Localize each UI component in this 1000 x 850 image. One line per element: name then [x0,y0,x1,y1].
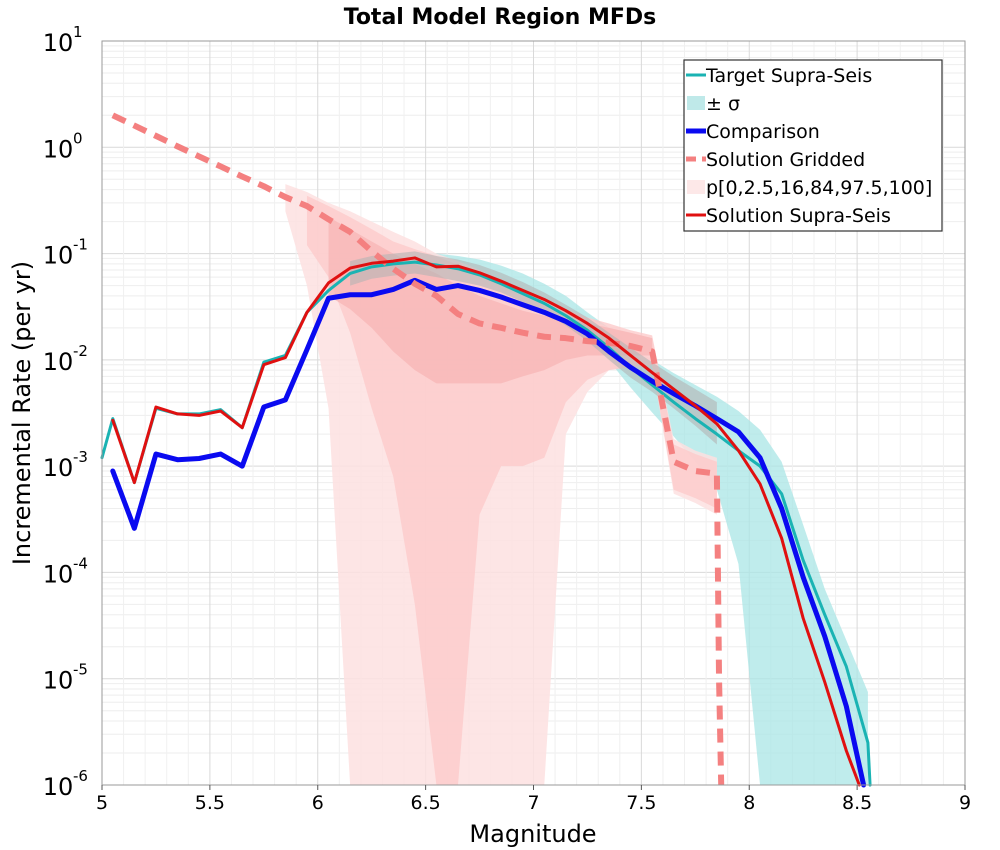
x-tick-label: 8.5 [842,792,872,814]
y-tick-label: 10 [43,773,74,801]
band-comparison_gray [350,251,717,445]
legend-label: ± σ [706,93,740,115]
y-tick-exponent: 1 [73,23,83,41]
x-tick-label: 7.5 [626,792,656,814]
x-tick-label: 8 [743,792,755,814]
x-tick-label: 5.5 [195,792,225,814]
chart-title: Total Model Region MFDs [344,5,657,30]
legend-label: Solution Gridded [706,149,865,171]
x-tick-label: 6 [312,792,324,814]
series-lines [100,112,872,788]
y-tick-label: 10 [43,135,74,163]
y-tick-exponent: -3 [73,448,88,466]
y-tick-exponent: -4 [73,554,88,572]
y-axis-label: Incremental Rate (per yr) [8,261,36,565]
y-tick-label: 10 [43,560,74,588]
y-tick-label: 10 [43,242,74,270]
y-tick-label: 10 [43,348,74,376]
x-tick-label: 9 [959,792,971,814]
legend-swatch [687,96,705,110]
legend-swatch [687,180,705,194]
y-tick-exponent: 0 [73,129,83,147]
y-tick-label: 10 [43,667,74,695]
band-target_sigma [414,253,868,786]
legend-label: Target Supra-Seis [705,65,872,87]
y-tick-exponent: -2 [73,342,88,360]
legend-label: p[0,2.5,16,84,97.5,100] [706,177,932,199]
y-tick-exponent: -6 [73,767,88,785]
series-line-2 [111,112,725,786]
x-tick-label: 6.5 [411,792,441,814]
x-tick-label: 5 [96,792,108,814]
y-tick-exponent: -1 [73,236,88,254]
legend-label: Comparison [706,121,820,143]
series-line-1 [110,277,867,788]
x-axis-label: Magnitude [469,820,596,848]
x-axis-ticks: 5 5.5 6 6.5 7 7.5 8 8.5 9 [96,785,971,814]
y-tick-label: 10 [43,29,74,57]
legend-label: Solution Supra-Seis [706,205,891,227]
x-tick-label: 7 [527,792,539,814]
y-tick-label: 10 [43,454,74,482]
y-tick-exponent: -5 [73,661,88,679]
legend: Target Supra-Seis ± σ Comparison Solution G… [683,59,943,232]
series-line-3 [111,256,861,787]
legend-box [683,59,943,232]
